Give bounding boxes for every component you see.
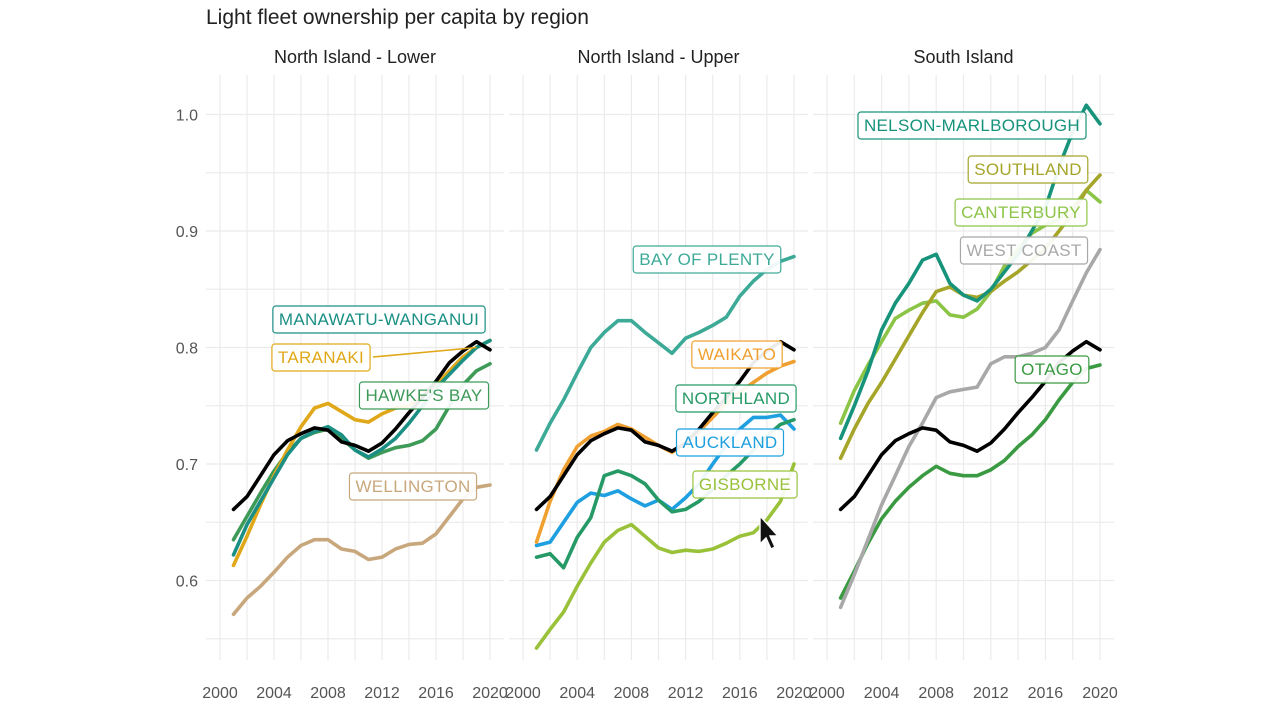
label-leader-line: [372, 346, 477, 358]
series-label-text: HAWKE'S BAY: [365, 386, 482, 405]
series-label-text: CANTERBURY: [961, 203, 1081, 222]
x-tick-label: 2008: [310, 685, 346, 702]
series-label-text: WELLINGTON: [355, 477, 470, 496]
series-label-text: NORTHLAND: [682, 389, 790, 408]
y-tick-label: 1.0: [176, 108, 198, 125]
series-label-box: [675, 428, 785, 457]
series-label-text: TARANAKI: [278, 348, 364, 367]
series-label-box: [691, 340, 783, 369]
series-line-west-coast: [838, 247, 1102, 610]
facet-title: North Island - Lower: [274, 47, 436, 67]
series-label-northland: NORTHLAND: [675, 384, 797, 413]
series-label-nelson-marlborough: NELSON-MARLBOROUGH: [857, 111, 1087, 140]
series-label-box: [675, 384, 797, 413]
series-label-southland: SOUTHLAND: [967, 155, 1089, 184]
axis-layer: 2000 2004 2008 2012 2016 2020 North Island - L…: [176, 47, 1118, 702]
facet-title: North Island - Upper: [577, 47, 739, 67]
series-label-box: [358, 381, 490, 410]
y-tick-label: 0.9: [176, 224, 198, 241]
x-tick-label: 2008: [614, 685, 650, 702]
x-tick-label: 2000: [202, 685, 238, 702]
y-tick-label: 0.8: [176, 341, 198, 358]
x-tick-label: 2004: [256, 685, 292, 702]
series-label-gisborne: GISBORNE: [692, 470, 798, 499]
series-line-manawatu-wanganui: [231, 338, 492, 557]
series-label-text: OTAGO: [1021, 360, 1083, 379]
y-tick-label: 0.7: [176, 457, 198, 474]
series-line-otago: [838, 363, 1102, 600]
facet-title: South Island: [913, 47, 1013, 67]
series-label-box: [348, 472, 478, 501]
series-label-box: [954, 198, 1088, 227]
series-label-hawke-s-bay: HAWKE'S BAY: [358, 381, 490, 410]
series-label-waikato: WAIKATO: [691, 340, 783, 369]
x-tick-label: 2012: [364, 685, 400, 702]
chart-title: Light fleet ownership per capita by regi…: [206, 6, 589, 29]
series-line-gisborne: [534, 462, 796, 650]
x-tick-label: 2012: [973, 685, 1009, 702]
series-label-box: [632, 245, 782, 274]
x-tick-label: 2000: [505, 685, 541, 702]
x-tick-label: 2004: [864, 685, 900, 702]
x-tick-label: 2008: [918, 685, 954, 702]
series-label-text: AUCKLAND: [683, 433, 778, 452]
x-tick-label: 2016: [418, 685, 454, 702]
series-label-text: SOUTHLAND: [974, 160, 1082, 179]
series-label-box: [271, 343, 371, 372]
series-label-west-coast: WEST COAST: [959, 236, 1089, 265]
y-tick-label: 0.6: [176, 574, 198, 591]
mouse-pointer-icon: [759, 514, 780, 550]
series-label-text: WAIKATO: [698, 345, 776, 364]
x-tick-label: 2000: [809, 685, 845, 702]
series-label-box: [692, 470, 798, 499]
series-label-box: [1014, 355, 1090, 384]
series-label-text: MANAWATU-WANGANUI: [279, 310, 479, 329]
x-tick-label: 2020: [1082, 685, 1118, 702]
series-label-manawatu-wanganui: MANAWATU-WANGANUI: [272, 305, 486, 334]
series-label-box: [967, 155, 1089, 184]
series-label-box: [959, 236, 1089, 265]
series-line-bay-of-plenty: [534, 254, 796, 452]
x-tick-label: 2016: [1028, 685, 1064, 702]
series-label-otago: OTAGO: [1014, 355, 1090, 384]
x-tick-label: 2012: [668, 685, 704, 702]
grid-layer: [206, 75, 1114, 660]
x-tick-label: 2020: [776, 685, 812, 702]
series-label-canterbury: CANTERBURY: [954, 198, 1088, 227]
series-label-wellington: WELLINGTON: [348, 472, 478, 501]
series-label-taranaki: TARANAKI: [271, 343, 477, 372]
x-tick-label: 2016: [722, 685, 758, 702]
series-label-auckland: AUCKLAND: [675, 428, 785, 457]
series-line-national-average: [231, 339, 492, 512]
series-label-text: WEST COAST: [966, 241, 1081, 260]
series-label-text: NELSON-MARLBOROUGH: [864, 116, 1080, 135]
series-label-text: GISBORNE: [699, 475, 791, 494]
series-label-box: [857, 111, 1087, 140]
series-label-text: BAY OF PLENTY: [639, 250, 775, 269]
x-tick-label: 2004: [559, 685, 595, 702]
x-tick-label: 2020: [472, 685, 508, 702]
series-line-wellington: [231, 483, 492, 617]
series-label-box: [272, 305, 486, 334]
series-label-bay-of-plenty: BAY OF PLENTY: [632, 245, 782, 274]
